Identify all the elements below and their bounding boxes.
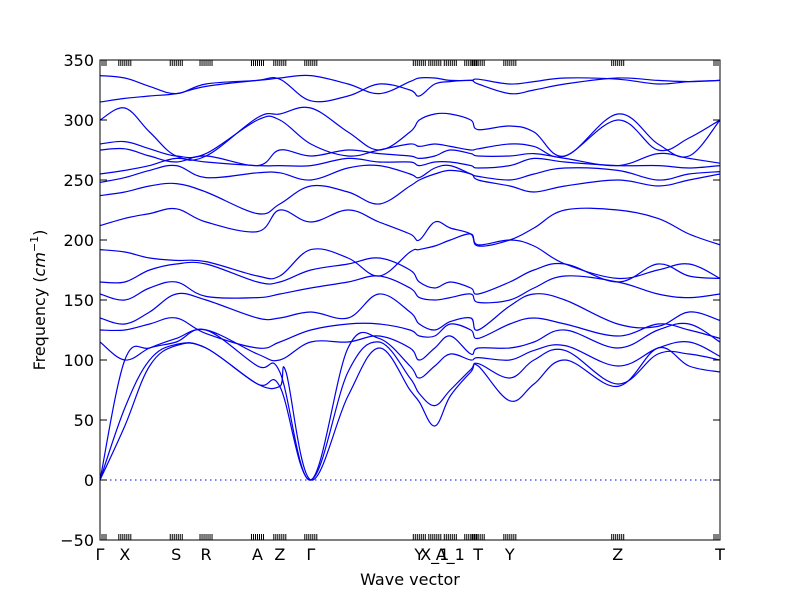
band-16 — [100, 106, 720, 161]
x-tick-label: A_1 — [436, 545, 465, 565]
x-tick-label: Z — [612, 545, 623, 564]
svg-text:Frequency (cm−1): Frequency (cm−1) — [28, 230, 49, 371]
y-axis-ticks: −50 0 50 100 150 200 250 300 350 — [60, 51, 720, 550]
band-10 — [100, 207, 720, 247]
band-5 — [100, 317, 720, 349]
y-axis-label: Frequency (cm−1) — [28, 230, 49, 371]
x-tick-label: Γ — [306, 545, 315, 564]
band-6 — [100, 292, 720, 331]
y-tick-label: 300 — [63, 111, 94, 130]
x-tick-label: Y — [413, 545, 424, 564]
x-tick-label: S — [171, 545, 181, 564]
band-11 — [100, 169, 720, 215]
y-axis-unit: cm — [30, 252, 49, 276]
band-13 — [100, 157, 720, 175]
x-tick-label: Γ — [96, 545, 105, 564]
y-tick-label: 200 — [63, 231, 94, 250]
band-18 — [100, 74, 720, 95]
band-8 — [100, 257, 720, 295]
y-tick-label: 50 — [74, 411, 94, 430]
y-axis-unit-power: −1 — [28, 236, 41, 252]
y-tick-label: 250 — [63, 171, 94, 190]
band-3 — [100, 328, 720, 481]
band-2 — [100, 341, 720, 481]
band-4 — [100, 322, 720, 362]
band-15 — [100, 115, 720, 159]
y-tick-label: 350 — [63, 51, 94, 70]
x-tick-label: X — [119, 545, 130, 564]
x-axis-label: Wave vector — [360, 570, 460, 589]
y-tick-label: −50 — [60, 531, 94, 550]
x-tick-label: X_1 — [420, 545, 449, 565]
y-axis-label-text: Frequency — [30, 288, 49, 371]
y-tick-label: 150 — [63, 291, 94, 310]
x-tick-label: T — [714, 545, 725, 564]
band-lines — [100, 74, 720, 481]
x-axis-ticks: Γ X S R A Z Γ YX_1A_1 T Y Z T — [96, 60, 725, 565]
x-tick-label: Y — [504, 545, 515, 564]
y-tick-label: 0 — [84, 471, 94, 490]
y-tick-label: 100 — [63, 351, 94, 370]
band-1 — [100, 342, 720, 481]
x-tick-label: R — [200, 545, 211, 564]
x-tick-label: T — [472, 545, 483, 564]
band-17 — [100, 77, 720, 103]
band-7 — [100, 275, 720, 304]
band-9 — [100, 233, 720, 280]
band-12 — [100, 164, 720, 183]
x-tick-label: Z — [274, 545, 285, 564]
x-tick-label: A — [252, 545, 263, 564]
